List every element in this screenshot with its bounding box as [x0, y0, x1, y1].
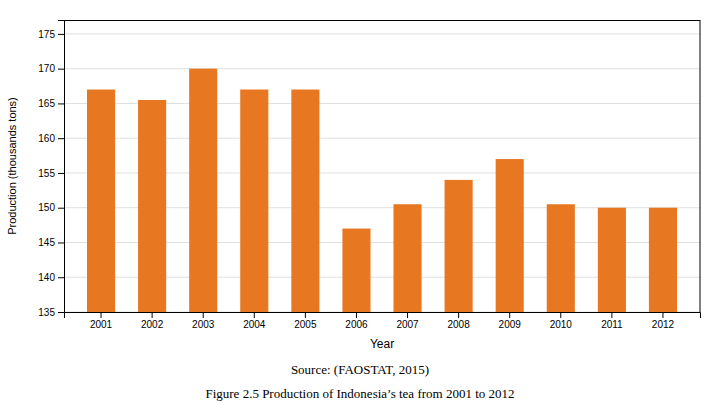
plot-area: 2001 2002 2003 2004 2005 2006 2007 2008 2009 2010…: [38, 20, 700, 412]
tick: 2005: [294, 312, 317, 330]
bar: [87, 90, 115, 312]
tick: 155: [38, 168, 64, 179]
grid-line: [64, 33, 700, 34]
tick-label: 2002: [141, 319, 164, 330]
tick-mark: [58, 242, 64, 243]
tick: 150: [38, 202, 64, 213]
tick: 145: [38, 237, 64, 248]
bar: [342, 229, 370, 312]
tick-label: 2008: [448, 319, 471, 330]
tick: 2009: [499, 312, 522, 330]
tick: 175: [38, 29, 64, 40]
tick-label: 145: [38, 237, 55, 248]
tick: 170: [38, 63, 64, 74]
bar: [393, 204, 421, 312]
tick-label: 2007: [396, 319, 419, 330]
tick-mark: [58, 173, 64, 174]
tick-label: 2005: [294, 319, 317, 330]
tick-label: 2006: [345, 319, 368, 330]
tick-label: 2004: [243, 319, 266, 330]
tick-label: 2012: [652, 319, 675, 330]
bar: [138, 100, 166, 312]
bar: [496, 159, 524, 312]
tick-mark: [152, 312, 153, 318]
tick-label: 140: [38, 272, 55, 283]
tick-label: 2011: [601, 319, 623, 330]
tick-label: 170: [38, 63, 55, 74]
tick-mark: [203, 312, 204, 318]
tick-mark: [662, 312, 663, 318]
tick-mark: [101, 312, 102, 318]
tick: 2011: [601, 312, 623, 330]
bar: [445, 180, 473, 312]
y-axis: 135 140 145 150 155 160 165 170 175: [38, 21, 64, 318]
x-axis-title: Year: [370, 337, 394, 351]
bar: [189, 69, 217, 312]
tick: 2010: [550, 312, 573, 330]
axis-line: [58, 21, 65, 313]
tick-label: 150: [38, 202, 55, 213]
tick-mark: [58, 138, 64, 139]
frame-line: [64, 20, 700, 21]
tick-mark: [58, 208, 64, 209]
tick-label: 2010: [550, 319, 573, 330]
bars: [87, 69, 677, 312]
y-axis-title: Production (thousands tons): [6, 97, 18, 235]
tick-mark: [58, 34, 64, 35]
chart: 2001 2002 2003 2004 2005 2006 2007 2008 2009 2010…: [0, 0, 720, 412]
bar: [240, 90, 268, 312]
tick-mark: [407, 312, 408, 318]
bar: [547, 204, 575, 312]
tick-label: 2001: [90, 319, 113, 330]
tick-label: 175: [38, 29, 55, 40]
tick-mark: [58, 312, 64, 313]
tick: 2008: [448, 312, 471, 330]
tick-mark: [458, 312, 459, 318]
tick: 160: [38, 133, 64, 144]
tick-label: 135: [38, 307, 55, 318]
tick: 2007: [396, 312, 419, 330]
tick-mark: [58, 277, 64, 278]
bar: [598, 208, 626, 312]
tick: 2001: [90, 312, 113, 330]
tick-label: 160: [38, 133, 55, 144]
frame-line: [700, 20, 701, 312]
tick: 2003: [192, 312, 215, 330]
tick-label: 2003: [192, 319, 215, 330]
tick: 2006: [345, 312, 368, 330]
annotation: Source: (FAOSTAT, 2015): [291, 362, 429, 377]
axis-line: [65, 313, 701, 319]
tick-mark: [356, 312, 357, 318]
tick: 140: [38, 272, 64, 283]
tick: 135: [38, 307, 64, 318]
annotation: Figure 2.5 Production of Indonesia’s tea…: [205, 386, 514, 401]
grid-line: [64, 68, 700, 69]
tick-mark: [58, 103, 64, 104]
tick: 2012: [652, 312, 675, 330]
tick-mark: [58, 69, 64, 70]
tick: 2004: [243, 312, 266, 330]
tick: 165: [38, 98, 64, 109]
bar: [291, 90, 319, 312]
tick-mark: [254, 312, 255, 318]
tick-label: 155: [38, 168, 55, 179]
bar: [649, 208, 677, 312]
annotations: Source: (FAOSTAT, 2015) Figure 2.5 Produc…: [205, 362, 514, 401]
tick-mark: [560, 312, 561, 318]
x-axis: 2001 2002 2003 2004 2005 2006 2007 2008 2009 2010…: [65, 312, 701, 330]
tick-label: 165: [38, 98, 55, 109]
tick-mark: [509, 312, 510, 318]
tick-label: 2009: [499, 319, 522, 330]
tick-mark: [305, 312, 306, 318]
tick-mark: [611, 312, 612, 318]
tick: 2002: [141, 312, 164, 330]
